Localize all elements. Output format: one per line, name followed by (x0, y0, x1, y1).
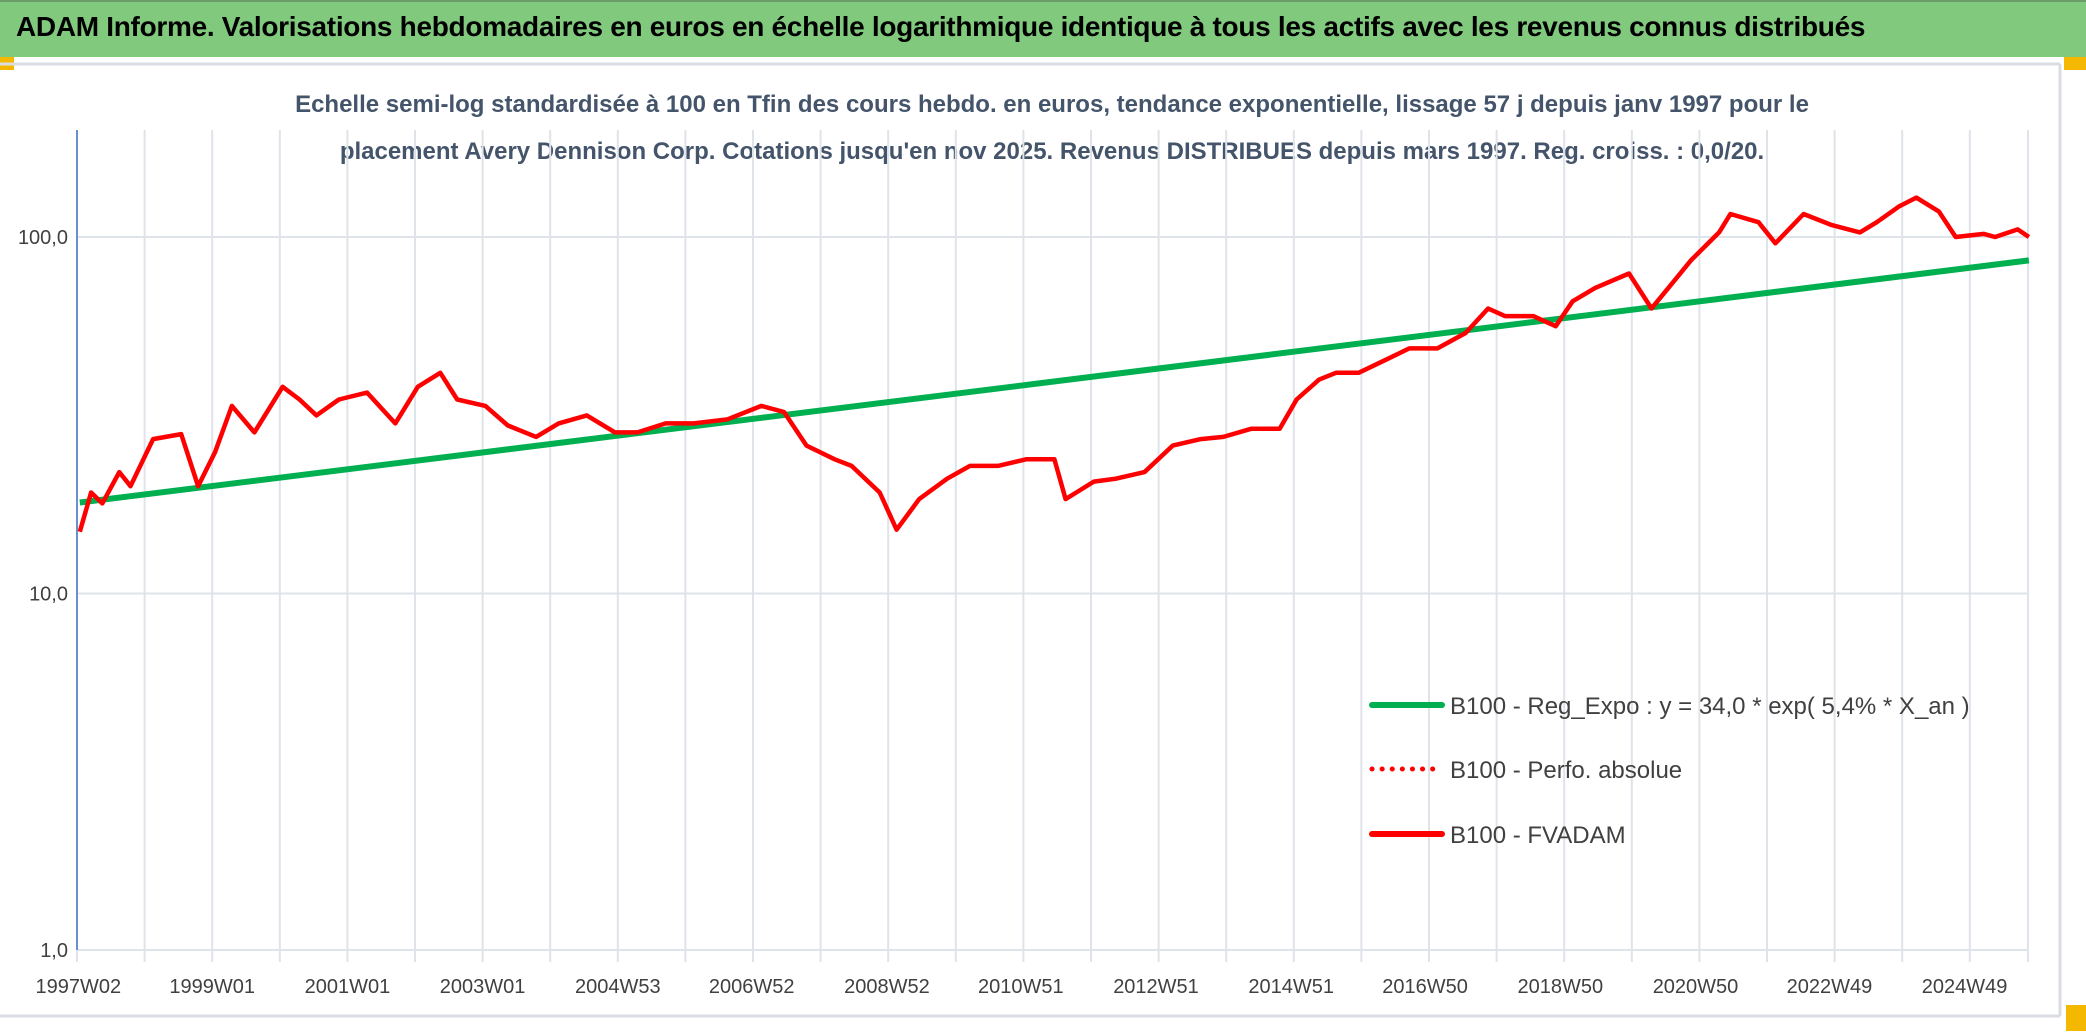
x-tick-label: 2018W50 (1517, 976, 1603, 998)
page-title: ADAM Informe. Valorisations hebdomadaire… (16, 11, 1866, 42)
grid (76, 130, 2029, 962)
chart-subtitle-line-2: placement Avery Dennison Corp. Cotations… (340, 138, 1764, 165)
x-tick-label: 2008W52 (844, 976, 930, 998)
x-tick-label: 2006W52 (709, 976, 795, 998)
x-tick-label: 2012W51 (1113, 976, 1199, 998)
series-line-trend (79, 257, 2030, 506)
x-tick-label: 2016W50 (1382, 976, 1468, 998)
legend-label-fvadam: B100 - FVADAM (1450, 822, 1626, 849)
legend-label-perfo: B100 - Perfo. absolue (1450, 757, 1682, 784)
x-axis-ticks: 1997W02 1999W01 2001W01 2003W01 2004W53 2006W… (35, 976, 2007, 998)
x-tick-label: 2004W53 (575, 976, 661, 998)
x-tick-label: 2014W51 (1248, 976, 1334, 998)
chart-subtitle-line-1: Echelle semi-log standardisée à 100 en T… (295, 91, 1809, 118)
x-tick-label: 2001W01 (305, 976, 391, 998)
x-tick-label: 2022W49 (1787, 976, 1873, 998)
y-axis-ticks: 1,0 10,0 100,0 (18, 227, 68, 962)
header-bar: ADAM Informe. Valorisations hebdomadaire… (0, 0, 2086, 57)
corner-marker-top-right (2064, 57, 2086, 70)
corner-marker-bottom-right (2066, 1005, 2086, 1031)
y-tick-label: 1,0 (40, 940, 68, 962)
series-layer (77, 195, 2031, 533)
x-tick-label: 2003W01 (440, 976, 526, 998)
x-tick-label: 2010W51 (978, 976, 1064, 998)
x-tick-label: 2024W49 (1922, 976, 2008, 998)
y-tick-label: 10,0 (29, 584, 68, 606)
series-line-fvadam (77, 195, 2031, 533)
x-tick-label: 1999W01 (169, 976, 255, 998)
y-tick-label: 100,0 (18, 227, 68, 249)
legend: B100 - Reg_Expo : y = 34,0 * exp( 5,4% *… (1369, 693, 1970, 849)
x-tick-label: 1997W02 (35, 976, 121, 998)
legend-label-trend: B100 - Reg_Expo : y = 34,0 * exp( 5,4% *… (1450, 693, 1970, 720)
x-tick-label: 2020W50 (1653, 976, 1739, 998)
